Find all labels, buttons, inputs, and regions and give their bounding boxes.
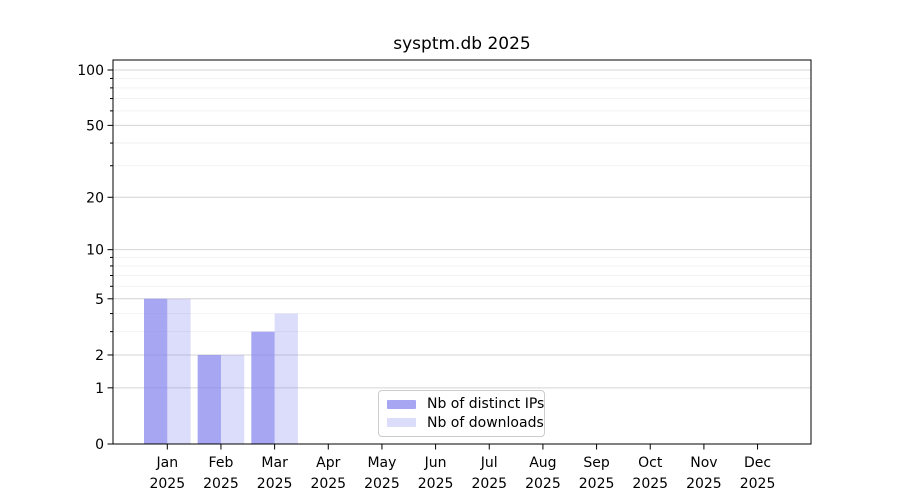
bar-distinct-ips [144, 298, 168, 444]
x-tick-label-year: 2025 [525, 476, 561, 492]
x-tick-label-month: Apr [316, 455, 340, 471]
x-tick-label-month: Mar [261, 455, 288, 471]
chart-title: sysptm.db 2025 [393, 34, 531, 54]
x-tick-label-year: 2025 [149, 476, 185, 492]
x-tick-label-month: Jun [424, 455, 447, 471]
y-tick-label: 0 [95, 437, 104, 453]
x-tick-label-year: 2025 [686, 476, 722, 492]
y-tick-label: 50 [86, 118, 104, 134]
bar-downloads [274, 313, 298, 444]
y-tick-label: 2 [95, 348, 104, 364]
bar-distinct-ips [251, 331, 275, 444]
legend-entry-distinct-ips: Nb of distinct IPs [385, 395, 544, 414]
x-tick-label-year: 2025 [310, 476, 346, 492]
x-tick-label-month: Jul [480, 455, 498, 471]
x-tick-label-month: Sep [583, 455, 610, 471]
x-tick-label-month: May [367, 455, 396, 471]
x-tick-label-month: Dec [744, 455, 771, 471]
x-tick-label-year: 2025 [257, 476, 293, 492]
bar-downloads [167, 298, 191, 444]
plot-spines [112, 59, 812, 445]
x-tick-label-year: 2025 [418, 476, 454, 492]
x-tick-label-month: Feb [209, 455, 234, 471]
x-tick-label-year: 2025 [471, 476, 507, 492]
legend-entry-downloads: Nb of downloads [385, 414, 544, 433]
legend-swatch-downloads [387, 418, 416, 428]
x-tick-label-month: Jan [156, 455, 179, 471]
legend-swatch-distinct-ips [387, 399, 416, 409]
x-tick-label-month: Nov [690, 455, 717, 471]
x-tick-label-year: 2025 [579, 476, 615, 492]
bar-distinct-ips [197, 354, 221, 444]
x-tick-label-month: Oct [638, 455, 663, 471]
legend-label-distinct-ips: Nb of distinct IPs [427, 396, 545, 413]
x-tick-label-year: 2025 [740, 476, 776, 492]
y-tick-label: 5 [95, 292, 104, 308]
y-tick-label: 100 [77, 63, 104, 79]
x-tick-label-month: Aug [529, 455, 556, 471]
y-tick-label: 10 [86, 243, 104, 259]
legend: Nb of distinct IPs Nb of downloads [378, 390, 545, 437]
legend-label-downloads: Nb of downloads [427, 414, 544, 431]
x-tick-label-year: 2025 [364, 476, 400, 492]
x-tick-label-year: 2025 [632, 476, 668, 492]
y-tick-label: 1 [95, 381, 104, 397]
bar-downloads [220, 354, 245, 444]
x-tick-label-year: 2025 [203, 476, 239, 492]
y-tick-label: 20 [86, 190, 104, 206]
